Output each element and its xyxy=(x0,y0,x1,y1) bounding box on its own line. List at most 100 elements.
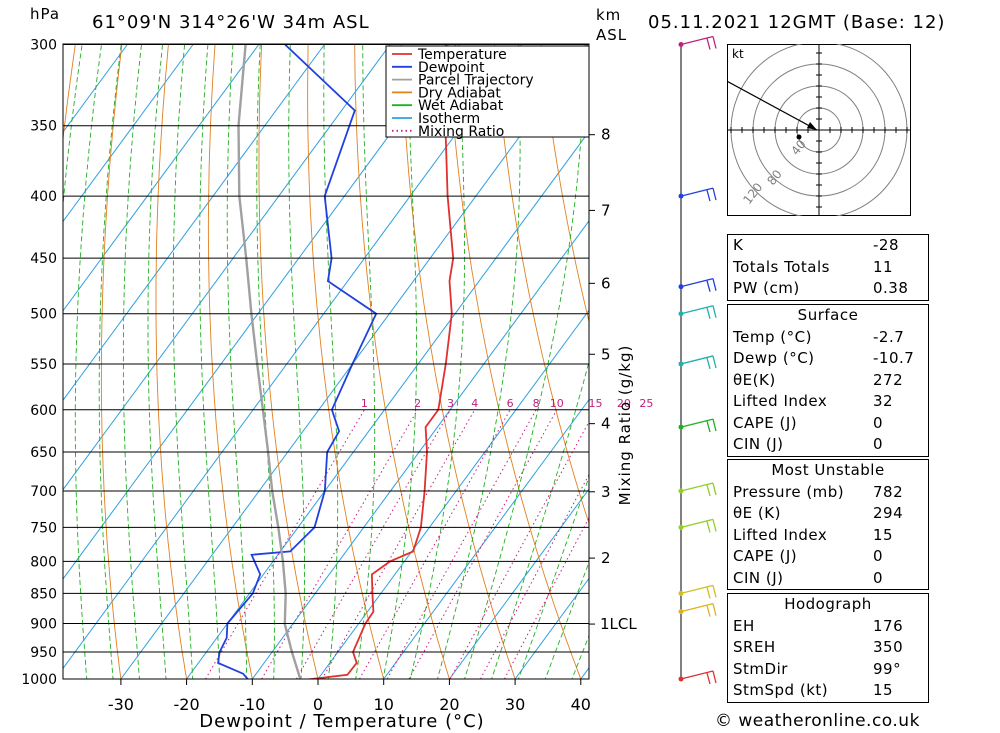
dry-adiabat xyxy=(307,44,385,679)
index-value: 0 xyxy=(873,413,884,432)
pressure-tick-label: 400 xyxy=(30,189,57,205)
isotherm xyxy=(63,44,194,223)
hodograph: kt 40 80 120 xyxy=(727,44,911,216)
hodograph-title: Hodograph xyxy=(784,595,872,613)
mixing-ratio-line xyxy=(479,473,589,679)
wind-barb xyxy=(680,187,717,202)
index-value: 11 xyxy=(873,257,894,276)
plot-frame xyxy=(62,43,590,680)
legend-label: Wet Adiabat xyxy=(418,98,504,114)
mixing-ratio-label: 25 xyxy=(639,397,653,410)
temperature-tick-label: 0 xyxy=(313,695,323,714)
temperature-tick-label: -20 xyxy=(174,695,200,714)
dry-adiabat xyxy=(258,44,319,679)
dry-adiabat xyxy=(155,44,188,679)
index-label: Dewp (°C) xyxy=(733,349,815,367)
pressure-tick-label: 950 xyxy=(30,645,57,661)
wet-adiabat xyxy=(199,44,221,679)
index-value: -10.7 xyxy=(873,349,915,367)
hodograph-unit: kt xyxy=(732,47,744,61)
km-unit-label: km xyxy=(596,6,622,24)
dry-adiabat xyxy=(100,44,123,679)
dry-adiabat xyxy=(0,27,32,705)
index-value: 32 xyxy=(873,392,894,410)
pressure-tick-label: 750 xyxy=(30,520,57,536)
index-label: K xyxy=(733,236,744,254)
km-tick-label: 8 xyxy=(601,126,611,144)
isotherm xyxy=(63,44,260,312)
wet-adiabat xyxy=(98,44,122,679)
index-value: 15 xyxy=(873,525,894,544)
km-tick-label: 2 xyxy=(601,549,611,567)
mixing-ratio-label: 6 xyxy=(507,397,514,410)
mixing-ratio-label: 4 xyxy=(471,397,478,410)
wind-barb xyxy=(680,305,717,319)
mixing-ratio-axis-label: Mixing Ratio (g/kg) xyxy=(616,345,634,506)
surface-table: Surface Temp (°C) -2.7 Dewp (°C) -10.7 θE(… xyxy=(727,304,929,457)
wet-adiabat xyxy=(409,44,465,679)
wind-barb xyxy=(680,670,717,685)
wet-adiabat xyxy=(122,44,143,679)
dry-adiabat xyxy=(493,44,589,526)
wind-barb xyxy=(680,482,717,497)
wet-adiabat xyxy=(437,44,521,679)
wet-adiabat xyxy=(544,560,589,679)
index-value: 176 xyxy=(873,616,904,635)
index-label: Temp (°C) xyxy=(733,327,812,346)
asl-unit-label: ASL xyxy=(596,26,628,44)
index-value: 0 xyxy=(873,435,884,453)
mixing-ratio-label: 8 xyxy=(533,397,540,410)
wind-barb xyxy=(680,35,717,50)
index-label: StmSpd (kt) xyxy=(733,681,829,699)
index-value: 15 xyxy=(873,681,894,699)
wet-adiabat xyxy=(147,44,167,679)
isotherm xyxy=(186,130,589,679)
index-label: CAPE (J) xyxy=(733,413,798,432)
isotherm xyxy=(317,309,589,679)
index-label: PW (cm) xyxy=(733,279,800,297)
datetime-title: 05.11.2021 12GMT (Base: 12) xyxy=(648,12,946,33)
index-label: Lifted Index xyxy=(733,525,828,544)
wet-adiabat xyxy=(323,44,339,679)
legend-label: Parcel Trajectory xyxy=(418,73,534,89)
mixing-ratio-label: 1 xyxy=(361,397,368,410)
index-value: -2.7 xyxy=(873,327,905,346)
pressure-tick-label: 450 xyxy=(30,251,57,267)
isotherm xyxy=(63,44,522,670)
dry-adiabat xyxy=(540,44,589,324)
km-tick-label: 5 xyxy=(601,345,611,363)
wind-barb xyxy=(680,355,717,370)
pressure-tick-label: 700 xyxy=(30,484,57,500)
temperature-tick-label: 30 xyxy=(505,695,525,714)
pressure-tick-label: 650 xyxy=(30,445,57,461)
mixing-ratio-label: 20 xyxy=(617,397,631,410)
wet-adiabat xyxy=(256,44,275,679)
hodo-arrowhead xyxy=(807,122,817,130)
index-label: StmDir xyxy=(733,659,788,678)
mixing-ratio-line xyxy=(408,409,558,679)
isotherm xyxy=(63,44,128,133)
temperature-tick-label: 20 xyxy=(439,695,459,714)
temperature-tick-label: 10 xyxy=(374,695,394,714)
hodo-trace xyxy=(727,80,818,131)
mixing-ratio-label: 15 xyxy=(589,397,603,410)
wet-adiabat xyxy=(355,44,376,679)
pressure-tick-label: 500 xyxy=(30,307,57,323)
temperature-tick-label: -30 xyxy=(108,695,134,714)
legend-label: Isotherm xyxy=(418,111,480,127)
pressure-tick-label: 300 xyxy=(30,38,57,54)
index-label: Lifted Index xyxy=(733,392,828,410)
legend-label: Temperature xyxy=(417,47,507,63)
km-tick-label: 6 xyxy=(601,274,611,292)
index-value: 0 xyxy=(873,547,884,565)
index-label: Totals Totals xyxy=(733,257,830,276)
index-label: θE (K) xyxy=(733,504,781,522)
indices-table-top: K -28 Totals Totals 11 PW (cm) 0.38 xyxy=(727,234,929,301)
legend-label: Mixing Ratio xyxy=(418,124,504,140)
dry-adiabat xyxy=(954,27,1000,705)
index-value: 99° xyxy=(873,659,902,678)
copyright-link[interactable]: © weatheronline.co.uk xyxy=(715,711,920,731)
wind-barb xyxy=(680,603,717,617)
pressure-tick-label: 600 xyxy=(30,403,57,419)
